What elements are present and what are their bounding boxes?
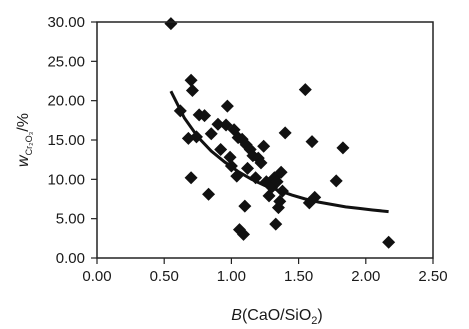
data-point-diamond: [173, 104, 187, 118]
data-point-diamond: [204, 127, 218, 141]
data-point-diamond: [211, 117, 225, 131]
x-tick-label: 2.00: [351, 268, 380, 285]
y-axis-title-rest: /%: [15, 113, 32, 132]
y-tick-label: 5.00: [56, 211, 85, 228]
data-point-diamond: [224, 159, 238, 173]
data-point-diamond: [184, 73, 198, 87]
data-point-diamond: [202, 187, 216, 201]
y-axis-title-main: w: [15, 154, 32, 167]
y-tick-label: 30.00: [47, 14, 85, 31]
data-point-diamond: [305, 135, 319, 149]
data-point-diamond: [254, 156, 268, 170]
data-point-diamond: [241, 161, 255, 175]
data-point-diamond: [329, 174, 343, 188]
y-axis-title: wCr₂O₃/%: [15, 113, 34, 167]
y-tick-label: 20.00: [47, 93, 85, 110]
x-tick-label: 1.00: [217, 268, 246, 285]
y-tick-label: 25.00: [47, 53, 85, 70]
y-tick-label: 10.00: [47, 171, 85, 188]
x-tick-label: 1.50: [284, 268, 313, 285]
x-axis-title-rest: (CaO/SiO: [242, 307, 311, 324]
data-point-diamond: [275, 184, 289, 198]
x-axis-title-sub: 2: [311, 315, 317, 327]
data-points: [164, 17, 396, 249]
y-axis-ticks: 0.00 5.00 10.00 15.00 20.00 25.00 30.00: [47, 14, 97, 267]
data-point-diamond: [249, 171, 263, 185]
y-tick-label: 0.00: [56, 250, 85, 267]
data-point-diamond: [257, 139, 271, 153]
x-axis-title: B(CaO/SiO2): [231, 307, 322, 327]
x-axis-title-close: ): [317, 307, 322, 324]
x-tick-label: 0.00: [82, 268, 111, 285]
plot-frame: [96, 21, 434, 259]
data-point-diamond: [184, 171, 198, 185]
x-axis-ticks: 0.00 0.50 1.00 1.50 2.00 2.50: [82, 258, 448, 285]
data-point-diamond: [185, 83, 199, 97]
data-point-diamond: [278, 126, 292, 140]
y-axis-title-sub: Cr₂O₃: [24, 131, 34, 155]
data-point-diamond: [220, 99, 234, 113]
x-axis-title-main: B: [231, 307, 242, 324]
data-point-diamond: [382, 235, 396, 249]
data-point-diamond: [214, 142, 228, 156]
data-point-diamond: [230, 169, 244, 183]
data-point-diamond: [236, 227, 250, 241]
y-tick-label: 15.00: [47, 132, 85, 149]
data-point-diamond: [308, 190, 322, 204]
data-point-diamond: [336, 141, 350, 155]
x-tick-label: 2.50: [418, 268, 447, 285]
data-point-diamond: [198, 109, 212, 123]
data-point-diamond: [189, 130, 203, 144]
data-point-diamond: [273, 194, 287, 208]
data-point-diamond: [269, 217, 283, 231]
data-point-diamond: [270, 175, 284, 189]
data-point-diamond: [238, 199, 252, 213]
data-point-diamond: [164, 17, 178, 31]
x-tick-label: 0.50: [150, 268, 179, 285]
data-point-diamond: [274, 165, 288, 179]
data-point-diamond: [298, 83, 312, 97]
data-point-diamond: [223, 150, 237, 164]
